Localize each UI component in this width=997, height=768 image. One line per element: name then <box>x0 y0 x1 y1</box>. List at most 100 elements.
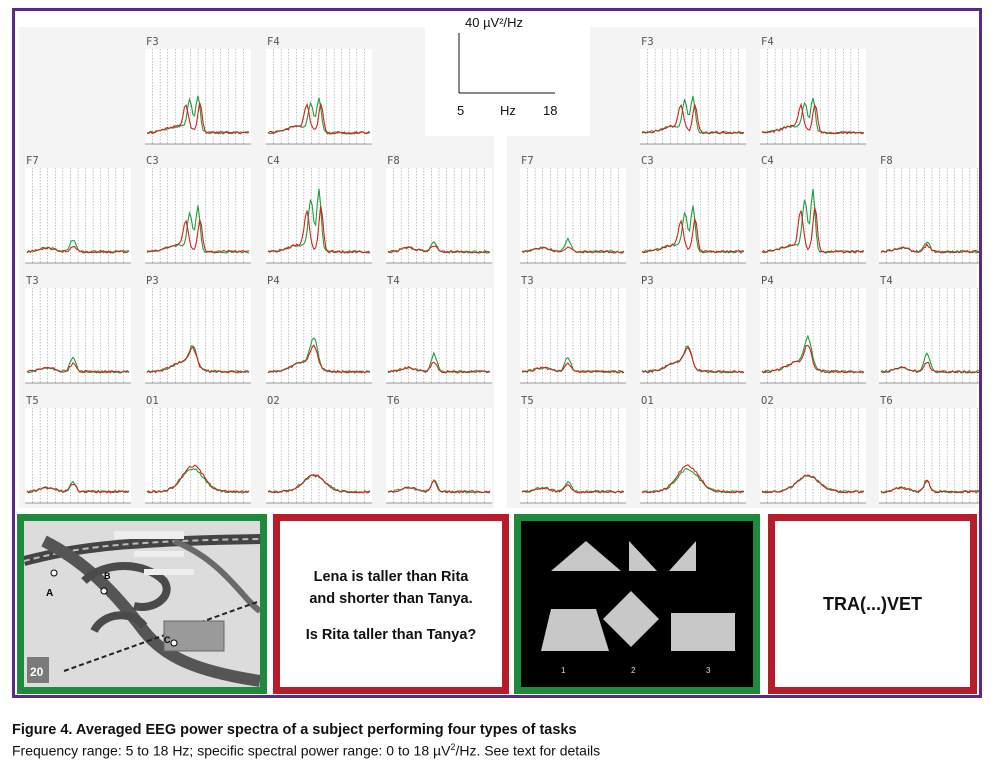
red-spectrum-trace <box>267 474 371 494</box>
figure-caption-title: Figure 4. Averaged EEG power spectra of … <box>12 722 577 738</box>
electrode-label: C4 <box>267 155 280 167</box>
right-plot-p3: P3 <box>640 275 746 384</box>
green-spectrum-trace <box>521 480 625 494</box>
red-spectrum-trace <box>761 207 864 254</box>
red-spectrum-trace <box>26 245 130 254</box>
right-plot-t6: T6 <box>879 395 979 504</box>
road-map-image: A C B 20 <box>24 521 260 687</box>
electrode-label: P4 <box>761 275 774 287</box>
red-spectrum-trace <box>641 216 745 254</box>
task-map-box: A C B 20 <box>17 514 267 694</box>
red-spectrum-trace <box>641 464 745 494</box>
right-plot-t5: T5 <box>520 395 626 504</box>
red-spectrum-trace <box>26 361 130 374</box>
left-plot-c4: C4 <box>266 155 372 264</box>
red-spectrum-trace <box>267 344 371 374</box>
anagram-text: TRA(...)VET <box>823 594 922 614</box>
electrode-label: T4 <box>880 275 893 287</box>
caption-text-main: Frequency range: 5 to 18 Hz; specific sp… <box>12 742 451 759</box>
left-plot-p3: P3 <box>145 275 251 384</box>
red-spectrum-trace <box>761 474 865 494</box>
red-spectrum-trace <box>761 344 865 374</box>
green-spectrum-trace <box>267 188 371 254</box>
red-spectrum-trace <box>521 362 625 374</box>
left-plot-t5: T5 <box>25 395 131 504</box>
plot-area <box>266 49 372 144</box>
scale-bar: 40 µV²/Hz 5 Hz 18 <box>457 15 557 118</box>
shape-option-1: 1 <box>561 666 566 675</box>
electrode-label: T5 <box>26 395 39 407</box>
electrode-label: O2 <box>761 395 774 407</box>
electrode-label: T3 <box>26 275 39 287</box>
plot-area <box>266 168 372 263</box>
red-spectrum-trace <box>26 483 130 494</box>
red-spectrum-trace <box>267 205 371 254</box>
left-plot-f7: F7 <box>25 155 131 264</box>
electrode-label: T6 <box>880 395 893 407</box>
scale-freq-min: 5 <box>457 103 464 118</box>
verbal-line-2: and shorter than Tanya. <box>309 591 473 607</box>
left-plot-o2: O2 <box>266 395 372 504</box>
caption-superscript: 2 <box>450 742 456 752</box>
left-plot-p4: P4 <box>266 275 372 384</box>
left-plot-f8: F8 <box>386 155 492 264</box>
red-spectrum-trace <box>880 361 979 374</box>
red-spectrum-trace <box>880 479 979 494</box>
red-spectrum-trace <box>521 246 625 254</box>
eeg-spectra-panel: 40 µV²/Hz 5 Hz 18 F3 F4 F7 C3 C4 F8 T3 P3 P4 T4 T5… <box>19 11 979 508</box>
plot-area <box>640 288 746 383</box>
plot-area <box>145 288 251 383</box>
right-plot-f8: F8 <box>879 155 979 264</box>
task-shapes-box: 1 2 3 <box>514 514 760 694</box>
left-plot-o1: O1 <box>145 395 251 504</box>
slide-number: 20 <box>30 665 44 679</box>
figure-frame: 40 µV²/Hz 5 Hz 18 F3 F4 F7 C3 C4 F8 T3 P3 P4 T4 T5… <box>12 8 982 698</box>
electrode-label: F3 <box>641 36 654 48</box>
red-spectrum-trace <box>387 245 491 254</box>
map-point-b: B <box>104 571 111 581</box>
electrode-label: P4 <box>267 275 280 287</box>
electrode-label: F8 <box>387 155 400 167</box>
verbal-line-1: Lena is taller than Rita <box>313 569 469 585</box>
red-spectrum-trace <box>146 219 250 254</box>
red-spectrum-trace <box>146 102 250 135</box>
electrode-label: C3 <box>641 155 654 167</box>
right-plot-o1: O1 <box>640 395 746 504</box>
red-spectrum-trace <box>880 243 979 254</box>
electrode-label: C3 <box>146 155 159 167</box>
green-spectrum-trace <box>267 97 371 135</box>
red-spectrum-trace <box>267 102 371 135</box>
caption-text-end: /Hz. See text for details <box>455 742 601 759</box>
right-plot-t4: T4 <box>879 275 979 384</box>
figure-caption-text: Frequency range: 5 to 18 Hz; specific sp… <box>12 742 600 759</box>
electrode-label: F4 <box>761 36 774 48</box>
right-plot-t3: T3 <box>520 275 626 384</box>
spectra-plots: F3 F4 F7 C3 C4 F8 T3 P3 P4 T4 T5 O1 O2 T6 F3 F4 F7 C3 C4 F8… <box>25 36 979 504</box>
red-spectrum-trace <box>146 464 250 494</box>
verbal-question: Is Rita taller than Tanya? <box>305 627 477 643</box>
plot-area <box>266 408 372 503</box>
scale-freq-unit: Hz <box>500 103 516 118</box>
right-plot-f4: F4 <box>760 36 866 145</box>
electrode-label: P3 <box>146 275 159 287</box>
scale-bar-background <box>425 11 590 136</box>
green-spectrum-trace <box>761 474 864 494</box>
plot-area <box>760 288 866 383</box>
electrode-label: T3 <box>521 275 534 287</box>
left-plot-t6: T6 <box>386 395 492 504</box>
red-spectrum-trace <box>387 478 491 494</box>
red-spectrum-trace <box>761 102 865 135</box>
red-spectrum-trace <box>521 484 624 494</box>
plot-area <box>145 168 251 263</box>
electrode-label: F3 <box>146 36 159 48</box>
electrode-label: F7 <box>26 155 39 167</box>
electrode-label: O1 <box>146 395 159 407</box>
map-point-c: C <box>164 635 171 645</box>
electrode-label: P3 <box>641 275 654 287</box>
left-plot-c3: C3 <box>145 155 251 264</box>
electrode-label: C4 <box>761 155 774 167</box>
task-verbal-box: Lena is taller than Rita and shorter tha… <box>273 514 509 694</box>
shapes-image: 1 2 3 <box>521 521 753 687</box>
left-plot-f4: F4 <box>266 36 372 145</box>
electrode-label: F4 <box>267 36 280 48</box>
